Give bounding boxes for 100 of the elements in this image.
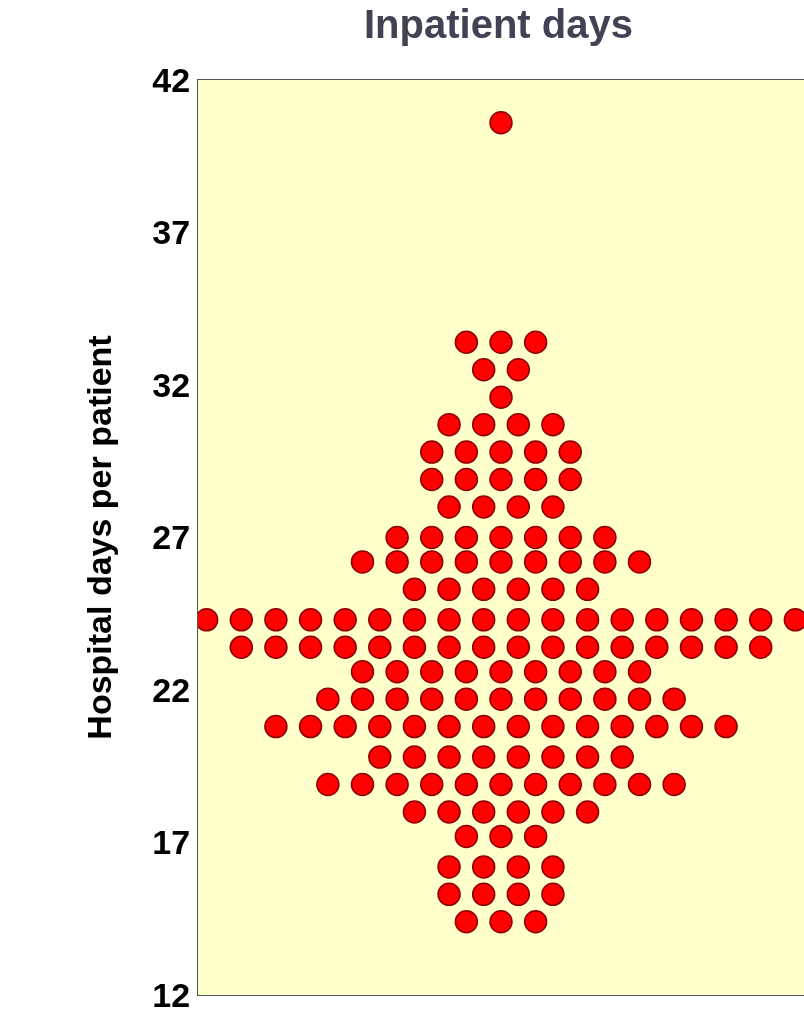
point xyxy=(523,910,548,934)
point xyxy=(350,687,375,711)
point xyxy=(662,772,686,797)
point xyxy=(489,330,513,355)
point xyxy=(506,882,531,907)
point xyxy=(593,550,617,574)
point xyxy=(471,745,496,769)
point xyxy=(385,687,409,711)
point xyxy=(558,772,583,797)
point xyxy=(748,635,773,660)
point xyxy=(402,800,427,824)
point xyxy=(368,635,392,660)
point xyxy=(627,772,652,797)
point xyxy=(610,608,634,632)
point xyxy=(489,110,513,135)
point xyxy=(506,495,531,519)
point xyxy=(385,525,409,550)
point xyxy=(506,412,531,437)
point xyxy=(437,412,461,437)
point xyxy=(298,635,323,660)
point xyxy=(420,550,444,574)
point xyxy=(471,577,496,602)
point xyxy=(506,635,531,660)
point xyxy=(437,745,461,769)
point xyxy=(627,687,652,711)
point xyxy=(489,385,513,409)
point xyxy=(506,577,531,602)
point xyxy=(316,687,340,711)
point xyxy=(489,525,513,550)
point xyxy=(437,714,461,739)
point xyxy=(385,550,409,574)
point xyxy=(523,550,548,574)
point xyxy=(350,659,375,684)
point xyxy=(714,714,738,739)
point xyxy=(420,440,444,464)
point xyxy=(489,467,513,492)
point xyxy=(437,800,461,824)
point xyxy=(541,495,565,519)
point xyxy=(714,608,738,632)
point xyxy=(264,635,288,660)
point xyxy=(593,525,617,550)
point xyxy=(402,745,427,769)
point xyxy=(350,772,375,797)
point xyxy=(627,550,652,574)
point xyxy=(420,659,444,684)
point xyxy=(454,525,479,550)
y-tick-label: 32 xyxy=(152,365,191,404)
point xyxy=(506,358,531,382)
point xyxy=(437,882,461,907)
point xyxy=(593,687,617,711)
point xyxy=(575,714,600,739)
point xyxy=(679,714,704,739)
point xyxy=(420,525,444,550)
point xyxy=(541,635,565,660)
point xyxy=(385,772,409,797)
point xyxy=(575,745,600,769)
point xyxy=(437,635,461,660)
y-tick-label: 22 xyxy=(152,670,191,709)
point xyxy=(229,608,254,632)
point xyxy=(489,910,513,934)
point xyxy=(506,855,531,879)
point xyxy=(350,550,375,574)
point xyxy=(471,412,496,437)
point xyxy=(489,550,513,574)
point xyxy=(264,714,288,739)
point xyxy=(368,608,392,632)
point xyxy=(420,772,444,797)
point xyxy=(489,824,513,849)
point xyxy=(558,525,583,550)
point xyxy=(523,772,548,797)
point xyxy=(454,687,479,711)
point xyxy=(541,745,565,769)
point xyxy=(471,635,496,660)
point xyxy=(454,910,479,934)
point xyxy=(506,608,531,632)
point xyxy=(471,358,496,382)
point xyxy=(506,714,531,739)
point xyxy=(229,635,254,660)
point xyxy=(454,772,479,797)
point xyxy=(489,687,513,711)
y-tick-label: 42 xyxy=(152,60,191,99)
point xyxy=(333,714,357,739)
point xyxy=(558,659,583,684)
point xyxy=(298,714,323,739)
point xyxy=(471,608,496,632)
point xyxy=(593,659,617,684)
y-tick-label: 12 xyxy=(152,975,191,1014)
point xyxy=(402,608,427,632)
point xyxy=(489,772,513,797)
point xyxy=(541,714,565,739)
point xyxy=(575,800,600,824)
point xyxy=(523,525,548,550)
point xyxy=(264,608,288,632)
point xyxy=(489,440,513,464)
point xyxy=(610,714,634,739)
point xyxy=(679,635,704,660)
point xyxy=(471,800,496,824)
point xyxy=(454,550,479,574)
point xyxy=(454,824,479,849)
point xyxy=(437,608,461,632)
